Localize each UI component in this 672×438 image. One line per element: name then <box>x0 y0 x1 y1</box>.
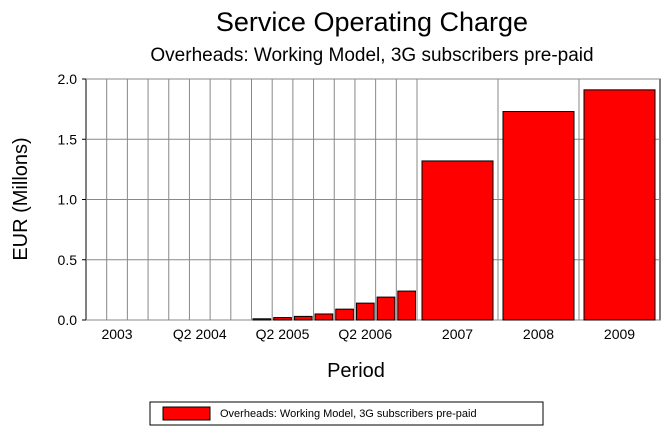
bar <box>314 313 334 321</box>
legend: Overheads: Working Model, 3G subscribers… <box>149 401 544 426</box>
bar <box>335 308 354 321</box>
bar <box>252 318 272 321</box>
bar <box>583 89 656 321</box>
bar <box>273 317 292 321</box>
x-tick-label: 2009 <box>604 326 635 342</box>
x-axis-title: Period <box>327 360 385 382</box>
chart-title: Service Operating Charge <box>216 7 528 37</box>
y-axis-ticks: 0.0 0.5 1.0 1.5 2.0 <box>58 71 86 328</box>
x-tick-label: 2003 <box>101 326 132 342</box>
bar <box>421 160 494 321</box>
y-tick-label: 2.0 <box>58 71 78 87</box>
x-tick-label: Q2 2004 <box>173 326 227 342</box>
y-tick-label: 1.5 <box>58 131 78 147</box>
x-tick-label: 2008 <box>523 326 554 342</box>
y-tick-label: 1.0 <box>58 192 78 208</box>
x-tick-label: Q2 2006 <box>338 326 392 342</box>
bar <box>376 296 396 321</box>
bar <box>397 290 416 321</box>
y-tick-label: 0.5 <box>58 252 78 268</box>
legend-box <box>149 401 544 426</box>
y-axis-title: EUR (Millons) <box>10 137 32 260</box>
y-tick-label: 0.0 <box>58 312 78 328</box>
bar <box>502 111 575 321</box>
x-tick-label: Q2 2005 <box>256 326 310 342</box>
x-tick-label: 2007 <box>442 326 473 342</box>
bar <box>355 302 375 321</box>
bar <box>293 315 313 321</box>
x-axis-ticks: 2003 Q2 2004 Q2 2005 Q2 2006 2007 2008 2009 <box>101 326 635 342</box>
bars <box>252 89 656 321</box>
chart-subtitle: Overheads: Working Model, 3G subscribers… <box>150 45 593 66</box>
legend-swatch <box>162 406 211 421</box>
legend-label: Overheads: Working Model, 3G subscribers… <box>220 408 477 420</box>
